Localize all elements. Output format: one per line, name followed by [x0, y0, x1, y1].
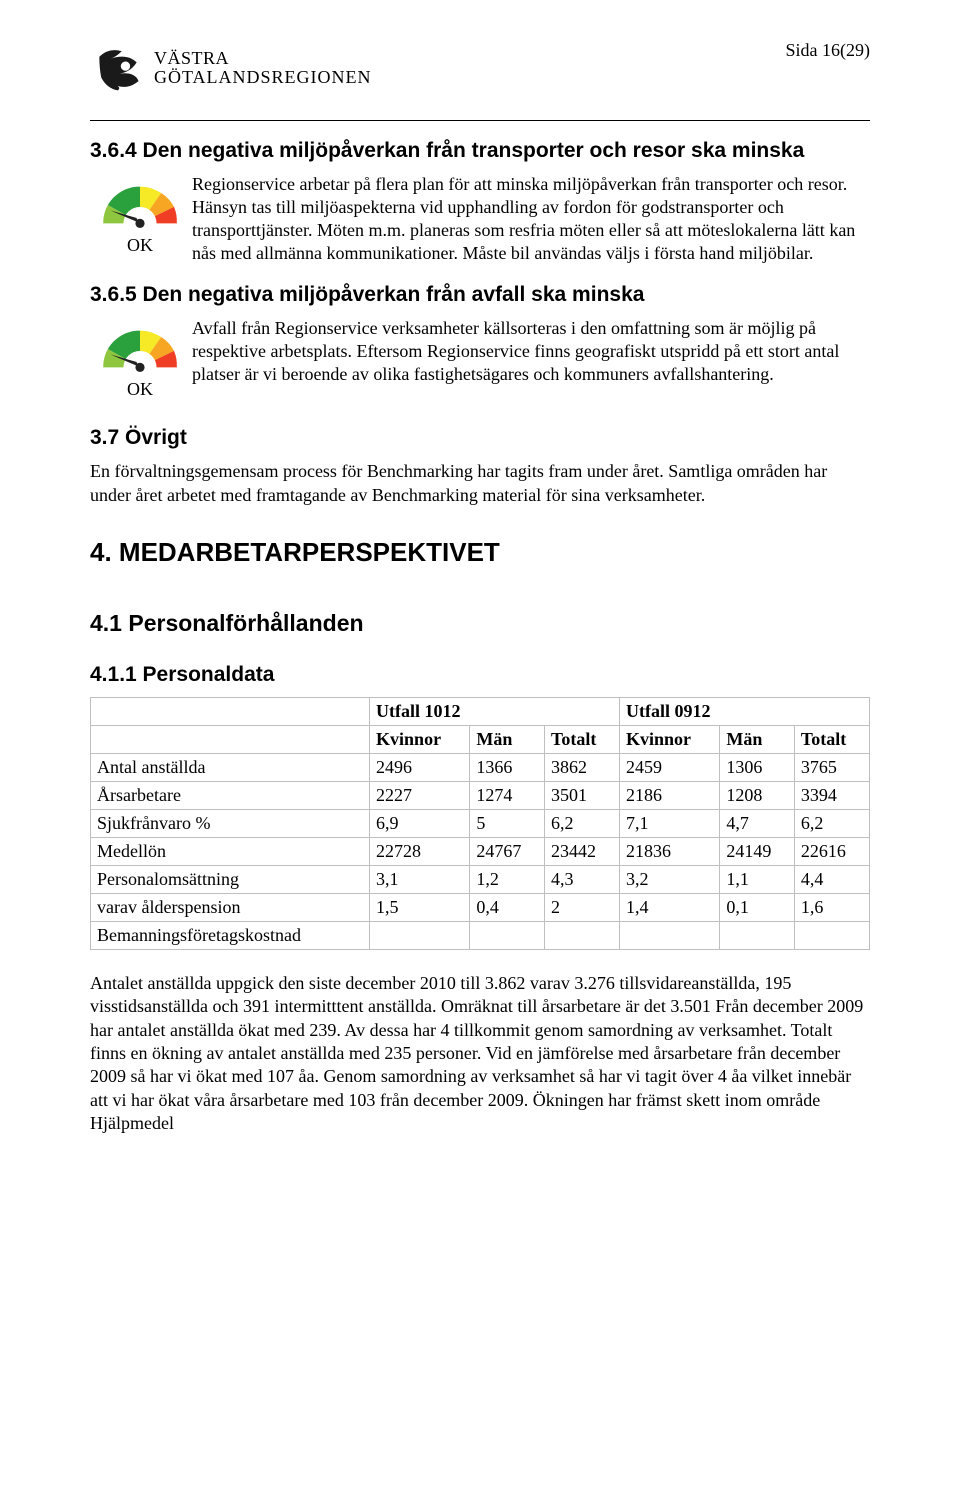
table-cell: 22616 — [794, 837, 869, 865]
table-group-2: Utfall 0912 — [620, 697, 870, 725]
col-totalt-2: Totalt — [794, 725, 869, 753]
table-cell: 2459 — [620, 753, 720, 781]
heading-4: 4. MEDARBETARPERSPEKTIVET — [90, 537, 870, 568]
table-row: Antal anställda249613663862245913063765 — [91, 753, 870, 781]
heading-3-6-4: 3.6.4 Den negativa miljöpåverkan från tr… — [90, 139, 870, 163]
table-cell: 5 — [470, 809, 545, 837]
table-cell — [620, 921, 720, 949]
table-cell-empty — [91, 725, 370, 753]
page-number: Sida 16(29) — [786, 40, 871, 61]
table-row: Utfall 1012 Utfall 0912 — [91, 697, 870, 725]
heading-4-1: 4.1 Personalförhållanden — [90, 610, 870, 637]
table-cell: 1,2 — [470, 865, 545, 893]
table-cell: 2186 — [620, 781, 720, 809]
row-label: Årsarbetare — [91, 781, 370, 809]
table-row: Medellön227282476723442218362414922616 — [91, 837, 870, 865]
row-label: Personalomsättning — [91, 865, 370, 893]
heading-3-7: 3.7 Övrigt — [90, 426, 870, 450]
text-3-6-5: Avfall från Regionservice verksamheter k… — [190, 317, 870, 386]
table-cell: 1,6 — [794, 893, 869, 921]
table-cell: 6,9 — [370, 809, 470, 837]
row-label: Medellön — [91, 837, 370, 865]
page-header: VÄSTRA GÖTALANDSREGIONEN Sida 16(29) — [90, 40, 870, 96]
vg-logo-icon — [90, 40, 146, 96]
table-cell: 24767 — [470, 837, 545, 865]
col-man-2: Män — [720, 725, 795, 753]
section-3-6-5-block: OK Avfall från Regionservice verksamhete… — [90, 317, 870, 400]
col-totalt-1: Totalt — [544, 725, 619, 753]
table-cell: 3394 — [794, 781, 869, 809]
logo-text-line1: VÄSTRA — [154, 49, 372, 68]
table-cell: 22728 — [370, 837, 470, 865]
table-cell: 3501 — [544, 781, 619, 809]
table-cell: 3,1 — [370, 865, 470, 893]
table-cell: 2227 — [370, 781, 470, 809]
table-cell: 1,5 — [370, 893, 470, 921]
table-row: Personalomsättning3,11,24,33,21,14,4 — [91, 865, 870, 893]
table-cell: 21836 — [620, 837, 720, 865]
section-3-6-4-block: OK Regionservice arbetar på flera plan f… — [90, 173, 870, 265]
table-cell: 7,1 — [620, 809, 720, 837]
table-cell-empty — [91, 697, 370, 725]
col-man-1: Män — [470, 725, 545, 753]
col-kvinnor-2: Kvinnor — [620, 725, 720, 753]
table-row: Kvinnor Män Totalt Kvinnor Män Totalt — [91, 725, 870, 753]
table-cell: 1,1 — [720, 865, 795, 893]
table-cell: 4,4 — [794, 865, 869, 893]
table-row: Bemanningsföretagskostnad — [91, 921, 870, 949]
table-cell: 6,2 — [794, 809, 869, 837]
heading-4-1-1: 4.1.1 Personaldata — [90, 663, 870, 687]
gauge-icon — [94, 321, 186, 377]
row-label: Bemanningsföretagskostnad — [91, 921, 370, 949]
table-cell: 3,2 — [620, 865, 720, 893]
table-cell: 0,1 — [720, 893, 795, 921]
header-rule — [90, 120, 870, 121]
table-cell: 4,7 — [720, 809, 795, 837]
table-cell: 3765 — [794, 753, 869, 781]
row-label: Sjukfrånvaro % — [91, 809, 370, 837]
region-logo: VÄSTRA GÖTALANDSREGIONEN — [90, 40, 372, 96]
table-cell — [544, 921, 619, 949]
logo-text-line2: GÖTALANDSREGIONEN — [154, 68, 372, 87]
row-label: Antal anställda — [91, 753, 370, 781]
table-cell — [720, 921, 795, 949]
table-row: Sjukfrånvaro %6,956,27,14,76,2 — [91, 809, 870, 837]
table-cell — [370, 921, 470, 949]
col-kvinnor-1: Kvinnor — [370, 725, 470, 753]
table-cell: 1366 — [470, 753, 545, 781]
table-cell: 1,4 — [620, 893, 720, 921]
table-cell: 2496 — [370, 753, 470, 781]
table-cell: 6,2 — [544, 809, 619, 837]
table-cell: 2 — [544, 893, 619, 921]
table-row: varav ålderspension1,50,421,40,11,6 — [91, 893, 870, 921]
heading-3-6-5: 3.6.5 Den negativa miljöpåverkan från av… — [90, 283, 870, 307]
table-cell — [794, 921, 869, 949]
table-row: Årsarbetare222712743501218612083394 — [91, 781, 870, 809]
table-cell: 24149 — [720, 837, 795, 865]
text-3-7: En förvaltningsgemensam process för Benc… — [90, 460, 870, 507]
table-cell: 1274 — [470, 781, 545, 809]
table-cell — [470, 921, 545, 949]
table-cell: 23442 — [544, 837, 619, 865]
table-cell: 1208 — [720, 781, 795, 809]
gauge-label-3-6-5: OK — [90, 379, 190, 400]
table-cell: 4,3 — [544, 865, 619, 893]
table-group-1: Utfall 1012 — [370, 697, 620, 725]
gauge-icon — [94, 177, 186, 233]
row-label: varav ålderspension — [91, 893, 370, 921]
gauge-label-3-6-4: OK — [90, 235, 190, 256]
personal-data-table: Utfall 1012 Utfall 0912 Kvinnor Män Tota… — [90, 697, 870, 950]
table-cell: 1306 — [720, 753, 795, 781]
table-cell: 3862 — [544, 753, 619, 781]
text-3-6-4: Regionservice arbetar på flera plan för … — [190, 173, 870, 265]
table-cell: 0,4 — [470, 893, 545, 921]
after-table-paragraph: Antalet anställda uppgick den siste dece… — [90, 972, 870, 1136]
